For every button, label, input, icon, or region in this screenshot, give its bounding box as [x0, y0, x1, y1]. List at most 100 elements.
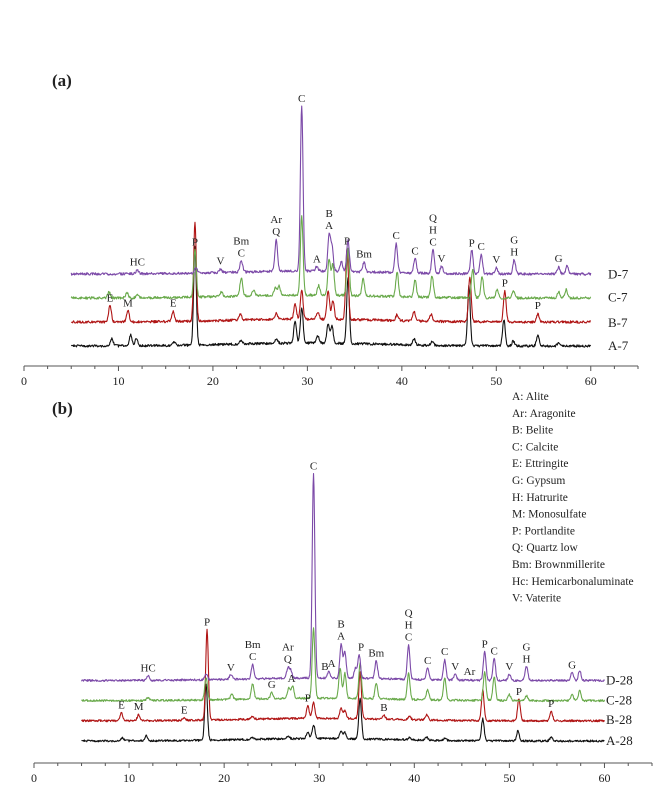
peak-annotation: A [337, 630, 345, 642]
peak-annotation: HC [140, 662, 155, 674]
peak-annotation: E [107, 292, 114, 304]
peak-annotation: Ar [464, 666, 476, 678]
peak-annotation: H [405, 620, 413, 632]
peak-annotation: P [548, 698, 554, 710]
peak-annotation: Bm [245, 639, 261, 651]
peak-annotation: V [217, 255, 225, 267]
x-tick-label: 40 [408, 771, 420, 785]
peak-annotation: Q [405, 608, 413, 620]
peak-annotation: E [170, 298, 177, 310]
series-label: C-28 [606, 692, 632, 707]
peak-annotation: C [298, 93, 305, 105]
series-label: A-28 [606, 733, 633, 748]
x-tick-label: 30 [313, 771, 325, 785]
peak-annotation: M [123, 297, 133, 309]
legend-entry: A: Alite [512, 391, 549, 403]
peak-annotation: P [204, 616, 210, 628]
series-trace-b-7 [70, 221, 592, 324]
series-trace-b-28 [81, 628, 605, 723]
series-trace-c-28 [81, 627, 605, 703]
peak-annotation: P [469, 237, 475, 249]
peak-annotation: A [313, 253, 321, 265]
peak-annotation: C [249, 651, 256, 663]
legend-entry: H: Hatrurite [512, 492, 568, 504]
x-tick-label: 50 [490, 374, 502, 388]
x-tick-label: 60 [585, 374, 597, 388]
panel-a-chart: 0 10 20 30 40 50 60(a)A-7B-7C-7D-7HC VBmCArQCAB… [21, 71, 639, 388]
legend-entry: G: Gypsum [512, 475, 565, 487]
peak-annotation: B [325, 208, 332, 220]
peak-annotation: G [510, 234, 518, 246]
peak-annotation: G [555, 253, 563, 265]
peak-annotation: P [516, 686, 522, 698]
panel-label: (a) [52, 71, 72, 90]
peak-annotation: H [510, 246, 518, 258]
peak-annotation: Q [284, 654, 292, 666]
peak-annotation: V [438, 253, 446, 265]
legend-entry: M: Monosulfate [512, 509, 586, 521]
peak-annotation: P [305, 692, 311, 704]
x-tick-label: 0 [21, 374, 27, 388]
peak-annotation: E [181, 704, 188, 716]
legend-entry: Hc: Hemicarbonaluminate [512, 576, 634, 588]
peak-annotation: E [118, 699, 125, 711]
peak-annotation: Q [429, 212, 437, 224]
peak-annotation: Bm [368, 648, 384, 660]
x-tick-label: 20 [207, 374, 219, 388]
peak-annotation: B [380, 702, 387, 714]
x-tick-label: 40 [396, 374, 408, 388]
peak-annotation: V [227, 662, 235, 674]
series-label: D-7 [608, 266, 629, 281]
peak-annotation: C [441, 646, 448, 658]
peak-annotation: H [429, 224, 437, 236]
peak-annotation: P [192, 236, 198, 248]
x-tick-label: 10 [123, 771, 135, 785]
legend-entry: C: Calcite [512, 441, 558, 453]
legend-entry: Q: Quartz low [512, 542, 578, 554]
x-tick-label: 30 [301, 374, 313, 388]
peak-annotation: P [535, 300, 541, 312]
x-tick-label: 20 [218, 771, 230, 785]
peak-annotation: P [482, 638, 488, 650]
peak-annotation: Ar [282, 642, 294, 654]
legend-entry: P: Portlandite [512, 525, 575, 537]
legend-entry: E: Ettringite [512, 458, 569, 470]
series-trace-d-28 [81, 472, 605, 683]
peak-annotation: A [288, 673, 296, 685]
peak-annotation: P [358, 642, 364, 654]
x-tick-label: 60 [598, 771, 610, 785]
series-label: B-28 [606, 712, 632, 727]
peak-annotation: P [344, 235, 350, 247]
peak-annotation: C [478, 241, 485, 253]
legend-entry: V: Vaterite [512, 593, 561, 605]
peak-annotation: Ar [270, 214, 282, 226]
peak-annotation: Q [272, 226, 280, 238]
peak-annotation: C [491, 645, 498, 657]
peak-annotation: M [134, 701, 144, 713]
peak-annotation: G [568, 659, 576, 671]
series-label: B-7 [608, 315, 628, 330]
peak-annotation: A [328, 658, 336, 670]
x-tick-label: 0 [31, 771, 37, 785]
peak-annotation: P [502, 277, 508, 289]
peak-annotation: V [451, 661, 459, 673]
peak-annotation: G [523, 642, 531, 654]
peak-annotation: G [268, 679, 276, 691]
peak-annotation: C [424, 655, 431, 667]
peak-annotation: V [492, 254, 500, 266]
series-label: A-7 [608, 338, 629, 353]
peak-annotation: B [337, 618, 344, 630]
peak-annotation: C [310, 461, 317, 473]
peak-annotation: C [411, 245, 418, 257]
panel-label: (b) [52, 399, 73, 418]
series-trace-a-7 [70, 246, 592, 348]
peak-annotation: V [505, 661, 513, 673]
peak-annotation: H [523, 654, 531, 666]
x-tick-label: 50 [503, 771, 515, 785]
legend-entry: Bm: Brownmillerite [512, 559, 605, 571]
peak-annotation: A [325, 220, 333, 232]
peak-annotation: HC [130, 257, 145, 269]
legend-entry: B: Belite [512, 425, 553, 437]
